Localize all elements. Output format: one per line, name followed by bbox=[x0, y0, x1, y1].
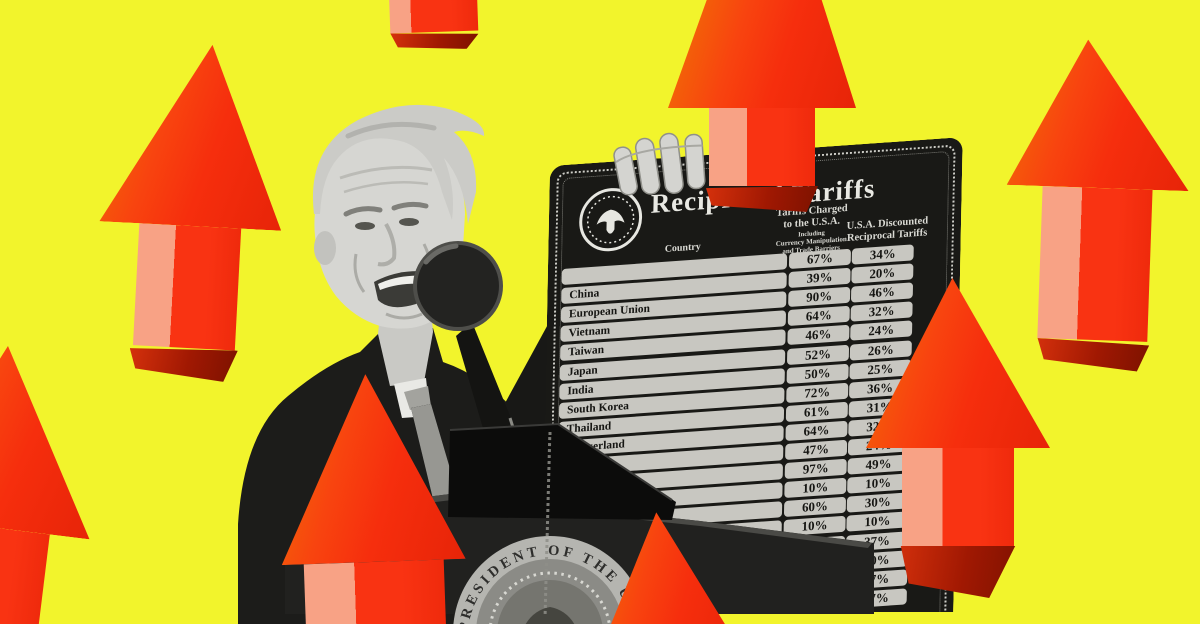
arrow-cut-face bbox=[706, 186, 818, 212]
up-arrow-bottom-left bbox=[275, 371, 469, 624]
arrow-shaft bbox=[303, 559, 447, 624]
microphone-icon bbox=[413, 241, 503, 331]
charged-pill: 10% bbox=[784, 516, 846, 536]
eye-right bbox=[399, 218, 419, 226]
arrow-cut-face bbox=[900, 546, 1016, 598]
arrow-head bbox=[866, 278, 1050, 448]
arrow-shaft bbox=[1037, 186, 1153, 342]
arrow-head bbox=[0, 336, 112, 540]
arrow-head bbox=[1007, 37, 1194, 191]
arrow-shaft bbox=[709, 108, 815, 186]
presidential-seal-small bbox=[576, 183, 645, 256]
eagle-icon bbox=[596, 209, 624, 235]
tariff-board: Reciprocal Tariffs Tariffs Charged to th… bbox=[539, 137, 963, 624]
charged-pill: 34% bbox=[782, 593, 844, 613]
up-arrow-top-center bbox=[668, 0, 856, 212]
discounted-pill: 34% bbox=[852, 244, 914, 264]
charged-pill: 52% bbox=[787, 344, 849, 364]
charged-pill: 97% bbox=[785, 459, 847, 479]
arrow-head bbox=[589, 509, 746, 624]
up-arrow-bottom-center bbox=[589, 509, 746, 624]
up-arrow-top-block bbox=[389, 0, 479, 52]
arrow-head bbox=[668, 0, 856, 108]
charged-pill: 10% bbox=[783, 554, 845, 574]
hand-gripping-board bbox=[613, 132, 706, 196]
ear bbox=[314, 231, 336, 265]
tie bbox=[404, 386, 431, 410]
arrow-head bbox=[275, 371, 465, 565]
arrow-cut-face bbox=[390, 30, 479, 51]
arrow-cut-face bbox=[128, 345, 238, 383]
charged-pill: 10% bbox=[784, 478, 846, 498]
eye-left bbox=[355, 222, 375, 230]
charged-pill: 60% bbox=[784, 497, 846, 517]
arrow-shaft bbox=[0, 521, 50, 624]
up-arrow-top-left bbox=[91, 39, 290, 384]
charged-pill: 74% bbox=[783, 535, 845, 555]
charged-pill: 46% bbox=[787, 325, 849, 345]
arrow-head bbox=[99, 39, 290, 230]
up-arrow-right-middle bbox=[866, 278, 1050, 598]
charged-pill: 64% bbox=[785, 421, 847, 441]
charged-pill: 67% bbox=[789, 249, 851, 269]
charged-pill: 39% bbox=[788, 268, 850, 288]
charged-pill: 47% bbox=[785, 440, 847, 460]
charged-pill: 90% bbox=[788, 287, 850, 307]
arrow-shaft bbox=[132, 223, 242, 351]
arrow-shaft bbox=[902, 448, 1014, 546]
up-arrow-left-edge bbox=[0, 336, 112, 624]
charged-pill: 72% bbox=[786, 382, 848, 402]
charged-pill: 50% bbox=[787, 363, 849, 383]
charged-pill: 61% bbox=[786, 402, 848, 422]
charged-pill: 64% bbox=[788, 306, 850, 326]
charged-pill: 33% bbox=[782, 573, 844, 593]
arrow-cut-face bbox=[1034, 338, 1149, 372]
